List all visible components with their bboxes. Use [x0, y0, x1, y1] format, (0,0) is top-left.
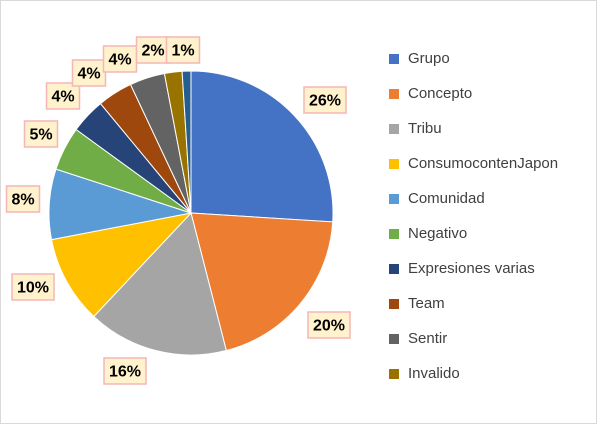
legend-item-team: Team — [389, 286, 589, 321]
legend-label: Tribu — [408, 120, 442, 137]
legend-label: ConsumocontenJapon — [408, 155, 559, 172]
legend-item-comunidad: Comunidad — [389, 181, 589, 216]
data-label-box — [11, 273, 55, 301]
legend-swatch — [389, 53, 399, 64]
pie-slice-tribu — [93, 211, 227, 356]
legend-item-concepto: Concepto — [389, 76, 589, 111]
legend-item-tribu: Tribu — [389, 111, 589, 146]
legend-item-expresiones-varias: Expresiones varias — [389, 251, 589, 286]
legend-label: Team — [408, 295, 445, 312]
legend-label: Negativo — [408, 225, 468, 242]
pie-slice-other — [181, 70, 192, 214]
data-label-box — [102, 45, 138, 73]
legend-swatch — [389, 368, 399, 379]
data-label: 16% — [109, 364, 141, 381]
legend-swatch — [389, 88, 399, 99]
legend-swatch — [389, 228, 399, 239]
legend-item-invalido: Invalido — [389, 356, 589, 391]
legend-swatch — [389, 123, 399, 134]
data-label: 1% — [171, 43, 194, 60]
data-label-box — [135, 36, 171, 64]
pie-slice-grupo — [190, 70, 334, 223]
data-label-box — [165, 36, 201, 64]
legend-swatch — [389, 263, 399, 274]
legend-swatch — [389, 298, 399, 309]
data-label-box — [307, 311, 351, 339]
data-label: 4% — [77, 66, 100, 83]
legend-swatch — [389, 158, 399, 169]
legend-label: Sentir — [408, 330, 448, 347]
data-label-box — [5, 185, 41, 213]
data-label: 2% — [141, 43, 164, 60]
legend-label: Invalido — [408, 365, 460, 382]
pie-slice-consumocontenjapon — [50, 212, 193, 318]
data-label: 10% — [17, 280, 49, 297]
data-label: 4% — [51, 89, 74, 106]
legend-item-sentir: Sentir — [389, 321, 589, 356]
pie-slice-concepto — [190, 212, 334, 352]
legend-label: Comunidad — [408, 190, 485, 207]
data-label-box — [45, 82, 81, 110]
legend-item-negativo: Negativo — [389, 216, 589, 251]
data-label-box — [71, 59, 107, 87]
legend-swatch — [389, 333, 399, 344]
data-label-box — [303, 86, 347, 114]
data-label: 20% — [313, 318, 345, 335]
legend-label: Concepto — [408, 85, 473, 102]
legend-item-grupo: Grupo — [389, 41, 589, 76]
legend-swatch — [389, 193, 399, 204]
data-label-box — [103, 357, 147, 385]
data-label: 5% — [29, 127, 52, 144]
legend-label: Expresiones varias — [408, 260, 535, 277]
data-label: 26% — [309, 93, 341, 110]
legend: Grupo Concepto Tribu ConsumocontenJapon Comu… — [389, 41, 589, 391]
data-label: 8% — [11, 192, 34, 209]
data-label-box — [23, 120, 59, 148]
legend-label: Grupo — [408, 50, 450, 67]
data-label: 4% — [108, 52, 131, 69]
legend-item-consumocontenjapon: ConsumocontenJapon — [389, 146, 589, 181]
